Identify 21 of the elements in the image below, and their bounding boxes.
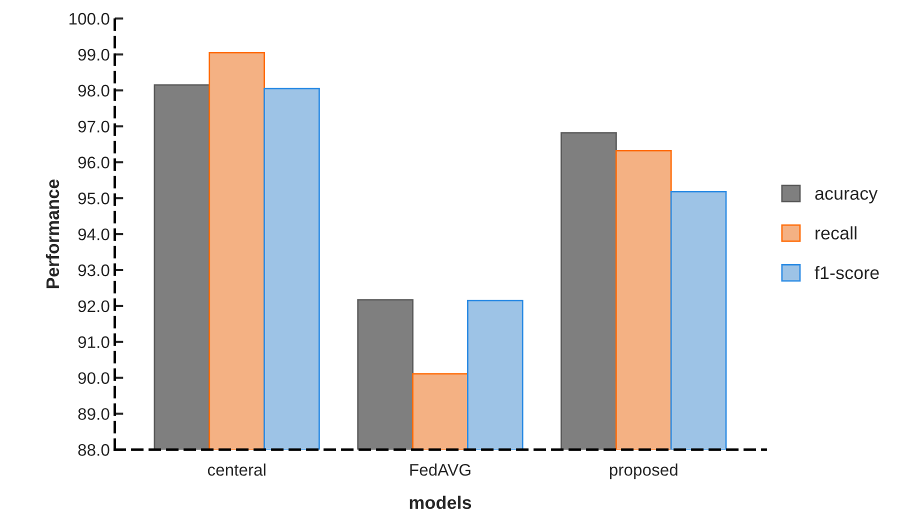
- y-tick-label: 95.0: [78, 192, 110, 204]
- x-tick-label: FedAVG: [410, 464, 470, 476]
- y-axis-title: Performance: [46, 180, 60, 288]
- y-tick-label: 97.0: [78, 120, 110, 132]
- y-tick-label: 99.0: [78, 48, 110, 61]
- y-tick-label: 96.0: [78, 156, 110, 168]
- legend-label: f1-score: [814, 266, 879, 280]
- x-tick-label: centeral: [208, 464, 266, 476]
- legend-label: recall: [816, 226, 856, 240]
- y-tick-label: 90.0: [78, 372, 110, 384]
- x-tick-label: proposed: [610, 464, 678, 480]
- y-tick-label: 88.0: [78, 444, 110, 456]
- y-tick-label: 100.0: [70, 12, 110, 25]
- y-tick-label: 98.0: [78, 84, 110, 97]
- legend-label: acuracy: [815, 190, 878, 204]
- x-axis-title: models: [410, 496, 472, 510]
- y-tick-label: 92.0: [78, 300, 110, 312]
- y-tick-label: 94.0: [78, 228, 110, 240]
- y-tick-label: 89.0: [78, 408, 110, 420]
- y-tick-label: 93.0: [78, 264, 110, 276]
- y-tick-label: 91.0: [78, 336, 110, 348]
